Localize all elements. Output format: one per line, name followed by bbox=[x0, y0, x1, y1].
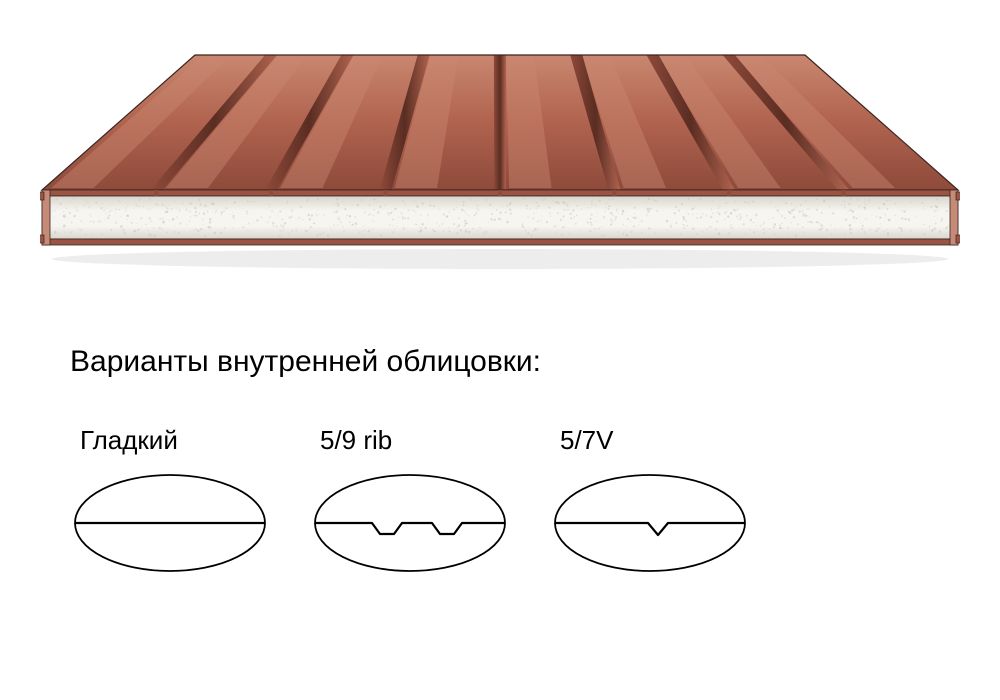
profile-vnotch-label: 5/7V bbox=[560, 425, 614, 456]
panel-svg bbox=[40, 50, 960, 270]
profile-rib: 5/9 rib bbox=[310, 425, 510, 578]
profile-vnotch: 5/7V bbox=[550, 425, 750, 578]
profile-vnotch-svg bbox=[550, 468, 750, 578]
profile-flat-label: Гладкий bbox=[80, 425, 178, 456]
profile-rib-svg bbox=[310, 468, 510, 578]
inner-lining-heading: Варианты внутренней облицовки: bbox=[70, 345, 541, 379]
profile-rib-label: 5/9 rib bbox=[320, 425, 392, 456]
profile-flat-svg bbox=[70, 468, 270, 578]
profile-options: Гладкий 5/9 rib 5/7V bbox=[70, 425, 750, 578]
profile-flat: Гладкий bbox=[70, 425, 270, 578]
sandwich-panel-3d bbox=[40, 50, 960, 270]
